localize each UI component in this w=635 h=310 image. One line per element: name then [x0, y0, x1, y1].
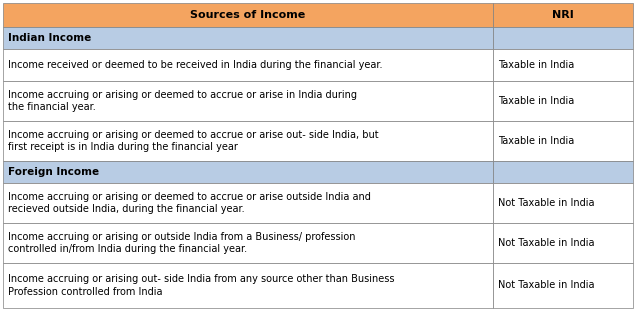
Text: Not Taxable in India: Not Taxable in India [498, 238, 594, 248]
Bar [493, 121, 633, 161]
Text: Income accruing or arising or outside India from a Business/ profession
controll: Income accruing or arising or outside In… [8, 232, 356, 254]
Text: Income accruing or arising or deemed to accrue or arise out- side India, but
fir: Income accruing or arising or deemed to … [8, 130, 378, 152]
Text: Income accruing or arising out- side India from any source other than Business
P: Income accruing or arising out- side Ind… [8, 274, 394, 297]
Text: Indian Income: Indian Income [8, 33, 91, 43]
Bar [3, 49, 493, 81]
Text: Foreign Income: Foreign Income [8, 167, 99, 177]
Text: Income received or deemed to be received in India during the financial year.: Income received or deemed to be received… [8, 60, 382, 70]
Bar [493, 27, 633, 49]
Bar [3, 223, 493, 263]
Text: Not Taxable in India: Not Taxable in India [498, 198, 594, 208]
Bar [3, 161, 493, 183]
Bar [493, 161, 633, 183]
Text: Income accruing or arising or deemed to accrue or arise in India during
the fina: Income accruing or arising or deemed to … [8, 90, 357, 112]
Bar [3, 183, 493, 223]
Text: Not Taxable in India: Not Taxable in India [498, 281, 594, 290]
Bar [3, 27, 493, 49]
Bar [3, 263, 493, 308]
Text: Income accruing or arising or deemed to accrue or arise outside India and
reciev: Income accruing or arising or deemed to … [8, 192, 371, 214]
Bar [493, 81, 633, 121]
Bar [493, 183, 633, 223]
Bar [3, 121, 493, 161]
Text: Taxable in India: Taxable in India [498, 96, 574, 106]
Text: Sources of Income: Sources of Income [190, 10, 305, 20]
Bar [493, 223, 633, 263]
Bar [493, 49, 633, 81]
Text: Taxable in India: Taxable in India [498, 60, 574, 70]
Text: NRI: NRI [552, 10, 574, 20]
Bar [3, 3, 493, 27]
Bar [493, 3, 633, 27]
Text: Taxable in India: Taxable in India [498, 136, 574, 146]
Bar [3, 81, 493, 121]
Bar [493, 263, 633, 308]
